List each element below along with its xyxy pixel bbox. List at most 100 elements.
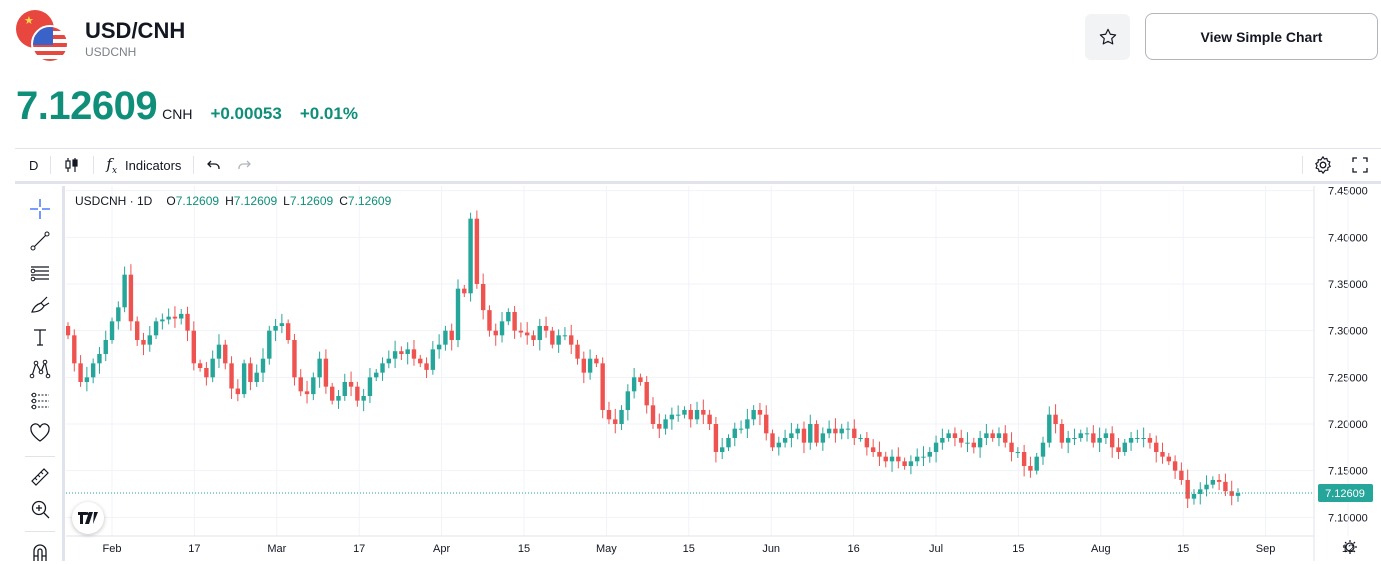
candle: [399, 351, 404, 354]
candle: [619, 410, 624, 424]
magnet-icon: [33, 544, 47, 561]
toolbar-divider: [1302, 156, 1303, 174]
candle: [984, 433, 989, 438]
candle: [109, 321, 115, 340]
axis-settings-icon-tooth: [1344, 541, 1347, 544]
favorites-tool[interactable]: [27, 420, 53, 446]
forecast-icon: [31, 392, 49, 410]
candle: [1185, 480, 1190, 499]
candle: [336, 396, 341, 401]
view-simple-chart-button[interactable]: View Simple Chart: [1145, 13, 1378, 60]
price-change-percent: +0.01%: [299, 104, 358, 123]
toolbar-right: [1302, 149, 1381, 181]
candle: [323, 358, 329, 387]
candle: [216, 344, 222, 359]
trend-line-tool[interactable]: [27, 228, 53, 254]
measure-tool[interactable]: [27, 464, 53, 490]
candle: [650, 405, 656, 424]
candle: [191, 330, 197, 364]
tradingview-logo[interactable]: [72, 502, 104, 534]
indicators-button[interactable]: fx Indicators: [94, 149, 193, 181]
pattern-tool[interactable]: [27, 356, 53, 382]
candle: [1122, 442, 1127, 452]
candle: [952, 433, 958, 438]
candle: [84, 377, 90, 382]
magnet-tool[interactable]: [27, 538, 53, 564]
candle: [776, 442, 782, 448]
candle: [870, 447, 876, 452]
brush-tool[interactable]: [27, 292, 53, 318]
candle: [273, 326, 278, 331]
price-currency: CNH: [162, 106, 193, 122]
candle: [1210, 480, 1216, 485]
candle: [1172, 461, 1178, 471]
horizontal-lines-tool[interactable]: [27, 260, 53, 286]
gear-icon: [1315, 156, 1331, 174]
candle: [537, 326, 542, 340]
candle: [229, 363, 234, 389]
candle: [468, 218, 473, 294]
tool-divider: [25, 456, 55, 457]
candle: [499, 321, 505, 336]
candle: [1059, 424, 1065, 443]
legend-high: H7.12609: [225, 194, 278, 208]
candle: [367, 377, 373, 396]
candle: [1191, 494, 1197, 499]
candle: [260, 358, 266, 373]
settings-button[interactable]: [1303, 149, 1343, 181]
candle: [78, 363, 83, 382]
candle: [141, 340, 146, 345]
zoom-tool[interactable]: [27, 496, 53, 522]
candle: [1040, 442, 1046, 457]
pattern-icon: [29, 359, 51, 379]
axis-settings-icon[interactable]: [1345, 542, 1355, 552]
candle: [751, 410, 756, 420]
candle: [1021, 452, 1027, 466]
axis-settings-icon-tooth: [1344, 550, 1347, 553]
candle: [223, 344, 228, 364]
forecast-tool[interactable]: [27, 388, 53, 414]
candle: [355, 386, 360, 401]
x-tick-label: Mar: [267, 543, 286, 555]
interval-button[interactable]: D: [15, 149, 50, 181]
x-tick-label: 16: [847, 543, 859, 555]
price-chart[interactable]: 7.450007.400007.350007.300007.250007.200…: [66, 186, 1381, 561]
candle: [512, 312, 517, 331]
toolbar-divider: [50, 156, 52, 174]
fullscreen-button[interactable]: [1343, 149, 1381, 181]
candle: [254, 372, 259, 382]
candle: [896, 456, 901, 462]
x-tick-label: Aug: [1091, 543, 1111, 555]
symbol-title: USD/CNH: [85, 18, 186, 43]
candle: [562, 335, 568, 337]
candle: [606, 410, 612, 420]
candle: [732, 428, 737, 438]
crosshair-icon: [30, 199, 50, 219]
candle: [1028, 466, 1033, 471]
fx-icon: fx: [106, 154, 118, 176]
x-tick-label: 15: [518, 543, 530, 555]
candle: [877, 452, 882, 457]
candle: [644, 382, 649, 406]
candle: [625, 391, 631, 410]
candle: [927, 452, 932, 457]
candle: [487, 310, 492, 331]
candle: [128, 274, 134, 322]
candle: [1128, 438, 1134, 443]
candle: [543, 326, 549, 331]
legend-symbol: USDCNH · 1D: [75, 194, 153, 208]
candle: [808, 424, 813, 443]
candle: [311, 377, 316, 395]
redo-button[interactable]: [234, 149, 264, 181]
candle: [556, 335, 561, 345]
candle: [839, 428, 844, 434]
crosshair-tool[interactable]: [27, 196, 53, 222]
candle: [430, 349, 436, 370]
undo-button[interactable]: [194, 149, 234, 181]
favorite-button[interactable]: [1085, 14, 1130, 60]
chart-type-button[interactable]: [51, 149, 93, 181]
last-price: 7.12609: [16, 84, 158, 128]
legend-open: O7.12609: [166, 194, 220, 208]
text-tool[interactable]: [27, 324, 53, 350]
candle: [1223, 481, 1228, 492]
